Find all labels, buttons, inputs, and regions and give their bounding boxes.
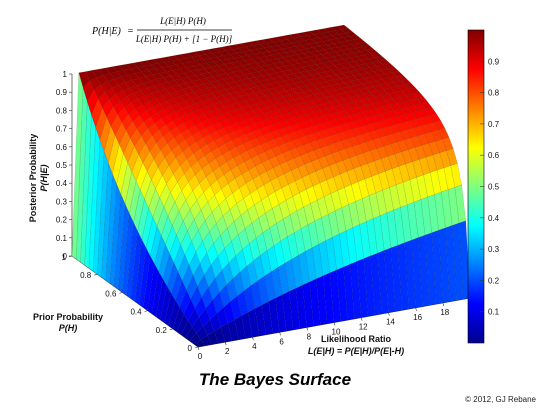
equation-numerator: L(E|H) P(H) — [159, 16, 206, 26]
x-tick-label: 4 — [252, 342, 257, 351]
x-tick-mark — [252, 337, 254, 341]
x-tick-label: 14 — [386, 318, 395, 327]
x-tick-mark — [388, 312, 390, 316]
z-axis-label-line1: Posterior Probability — [28, 134, 38, 223]
x-axis-label: Likelihood Ratio L(E|H) = P(E|H)/P(E|-H) — [308, 334, 404, 356]
x-tick-label: 0 — [198, 352, 203, 361]
colorbar-tick-label: 0.3 — [488, 245, 500, 254]
y-tick-mark — [144, 310, 148, 312]
x-tick-label: 8 — [307, 332, 312, 341]
y-axis-label: Prior Probability P(H) — [33, 312, 103, 333]
colorbar-tick-label: 0.7 — [488, 120, 500, 129]
z-tick-label: 0.4 — [56, 179, 68, 188]
surface-patch — [71, 72, 84, 260]
y-tick-label: 0.4 — [130, 308, 142, 317]
z-tick-label: 0.6 — [56, 143, 68, 152]
z-tick-label: 0.7 — [56, 125, 68, 134]
colorbar-tick-label: 0.5 — [488, 183, 500, 192]
x-tick-mark — [306, 327, 309, 331]
z-axis-label-line2: P(H|E) — [39, 164, 49, 191]
x-axis-label-line1: Likelihood Ratio — [321, 334, 392, 344]
x-tick-mark — [333, 322, 336, 326]
x-tick-label: 6 — [279, 337, 284, 346]
colorbar: 0.1 0.2 0.3 0.4 0.5 0.6 0.7 0.8 0.9 — [467, 29, 500, 344]
y-tick-mark — [68, 255, 73, 258]
z-tick-label: 0.5 — [56, 161, 68, 170]
y-tick-mark — [169, 328, 173, 331]
x-tick-label: 18 — [440, 308, 449, 317]
figure-title: The Bayes Surface — [198, 370, 352, 389]
y-tick-label: 0.6 — [105, 289, 117, 298]
x-tick-mark — [224, 342, 227, 346]
colorbar-tick-label: 0.1 — [488, 308, 500, 317]
z-tick-label: 0.9 — [56, 88, 68, 97]
x-tick-mark — [415, 307, 417, 311]
equation-equals: = — [127, 26, 134, 37]
posterior-surface — [71, 24, 471, 348]
z-tick-label: 0.3 — [56, 197, 68, 206]
z-tick-label: 1 — [63, 70, 68, 79]
x-tick-label: 16 — [413, 313, 422, 322]
y-tick-label: 0 — [188, 344, 193, 353]
colorbar-tick-label: 0.6 — [488, 151, 500, 160]
x-tick-mark — [360, 317, 363, 321]
colorbar-tick-label: 0.4 — [488, 214, 500, 223]
y-tick-label: 0.2 — [156, 326, 168, 335]
copyright-notice: © 2012, GJ Rebane — [465, 395, 536, 404]
colorbar-tick-label: 0.8 — [488, 89, 500, 98]
z-tick-label: 0.8 — [56, 106, 68, 115]
y-tick-mark — [119, 292, 123, 294]
y-axis-label-line1: Prior Probability — [33, 312, 103, 322]
y-axis-label-line2: P(H) — [59, 323, 78, 333]
x-tick-label: 10 — [332, 328, 341, 337]
z-axis-ticks: 0 0.1 0.2 0.3 0.4 0.5 0.6 0.7 0.8 0.9 1 — [56, 70, 72, 261]
z-tick-label: 0 — [63, 252, 68, 261]
y-tick-label: 0.8 — [80, 271, 92, 280]
bayes-equation: P(H|E) = L(E|H) P(H) L(E|H) P(H) + [1 − … — [91, 16, 233, 44]
y-tick-label: 1 — [62, 253, 67, 262]
colorbar-ticks: 0.1 0.2 0.3 0.4 0.5 0.6 0.7 0.8 0.9 — [480, 57, 500, 317]
colorbar-tick-label: 0.9 — [488, 57, 500, 66]
x-tick-label: 12 — [359, 323, 368, 332]
y-axis-ticks: 0 0.2 0.4 0.6 0.8 1 — [62, 253, 199, 353]
colorbar-tick-label: 0.2 — [488, 276, 500, 285]
x-tick-mark — [442, 302, 445, 306]
x-tick-label: 2 — [225, 347, 230, 356]
z-axis-label: Posterior Probability P(H|E) — [28, 134, 49, 223]
y-tick-mark — [194, 346, 199, 349]
equation-denominator: L(E|H) P(H) + [1 − P(H)] — [135, 34, 233, 44]
z-tick-label: 0.1 — [56, 234, 68, 243]
x-tick-mark — [197, 346, 200, 351]
y-tick-mark — [94, 273, 98, 276]
equation-lhs: P(H|E) — [91, 26, 122, 37]
x-tick-mark — [279, 332, 281, 336]
z-tick-label: 0.2 — [56, 216, 68, 225]
x-axis-label-line2: L(E|H) = P(E|H)/P(E|-H) — [308, 346, 404, 356]
